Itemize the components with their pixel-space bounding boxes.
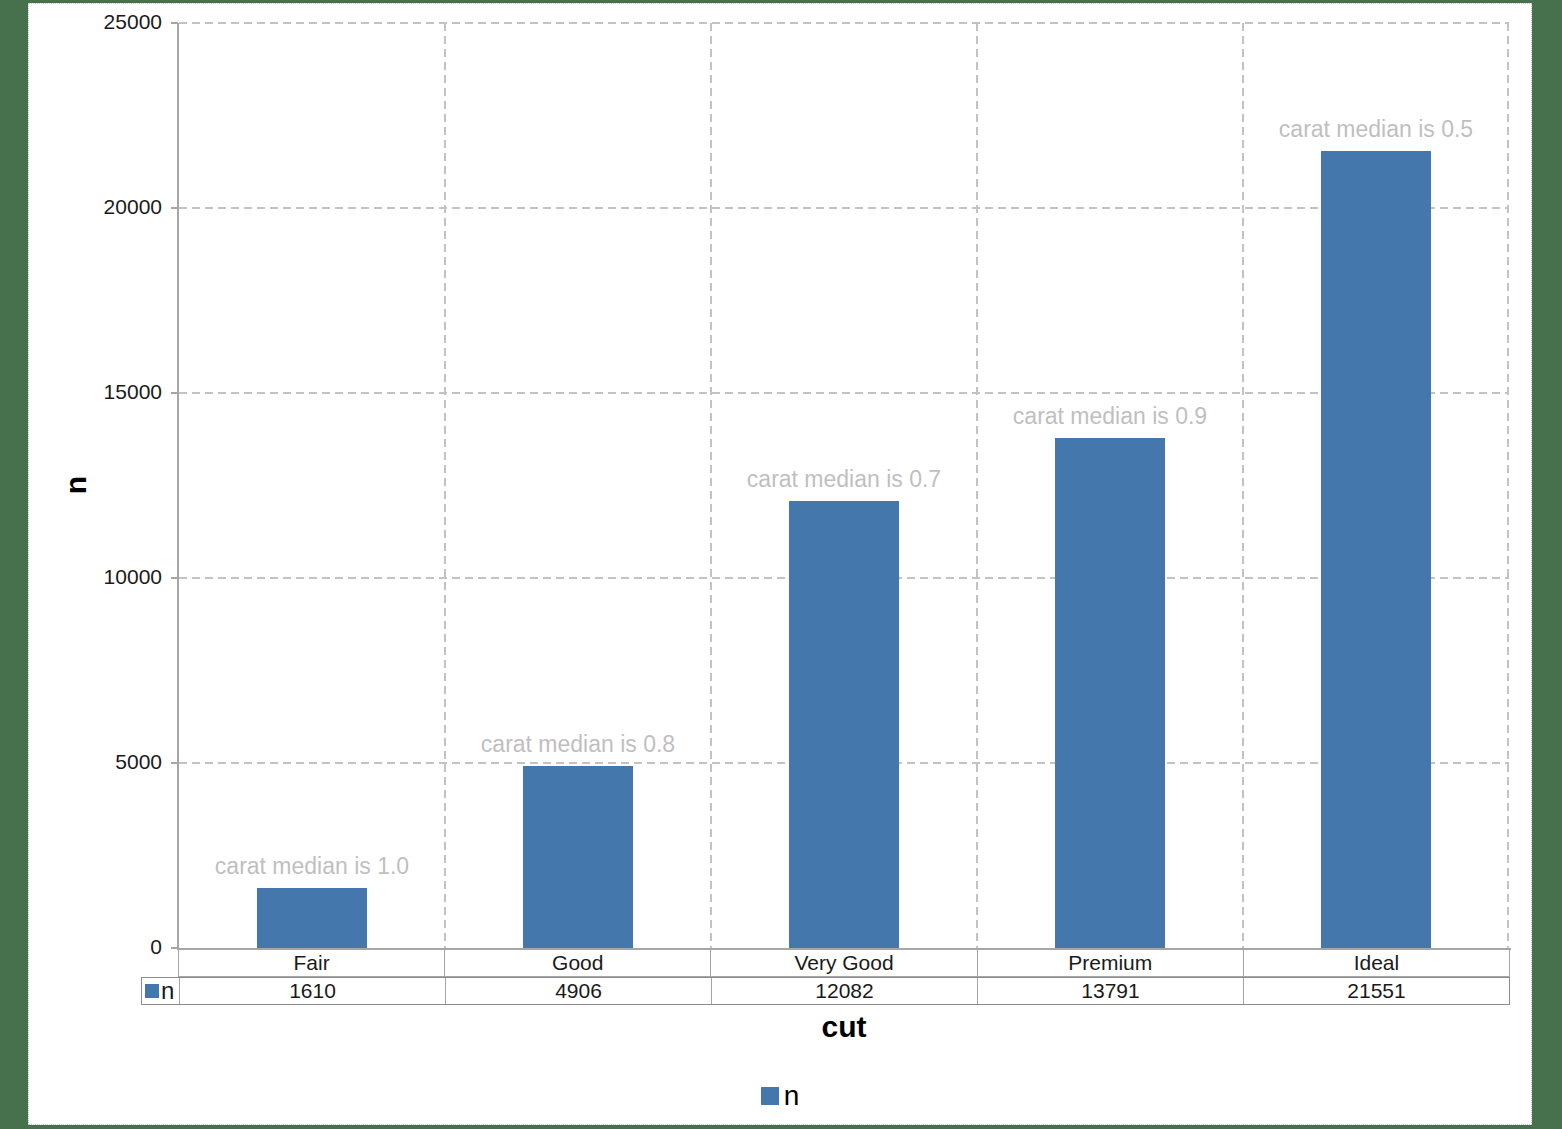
y-tick-label-25000: 25000 xyxy=(29,10,162,34)
bar-annotation: carat median is 0.9 xyxy=(1013,403,1207,430)
bar-annotation: carat median is 0.5 xyxy=(1279,116,1473,143)
gridline-y-20000 xyxy=(179,207,1509,209)
series-key-label: n xyxy=(161,977,174,1005)
legend-swatch-icon xyxy=(761,1087,779,1105)
gridline-x-3 xyxy=(976,23,978,948)
y-tick-mark-0 xyxy=(171,947,178,949)
bar-annotation: carat median is 0.8 xyxy=(481,731,675,758)
table-category-cell: Ideal xyxy=(1243,950,1509,976)
bar-fair xyxy=(257,888,367,948)
y-tick-label-10000: 10000 xyxy=(29,565,162,589)
bar-annotation: carat median is 1.0 xyxy=(215,853,409,880)
y-tick-mark-15000 xyxy=(171,392,178,394)
gridline-x-1 xyxy=(444,23,446,948)
table-category-cell: Good xyxy=(444,950,710,976)
y-tick-mark-10000 xyxy=(171,577,178,579)
y-tick-mark-20000 xyxy=(171,207,178,209)
legend-label: n xyxy=(784,1080,800,1112)
y-tick-label-0: 0 xyxy=(29,935,162,959)
bar-annotation: carat median is 0.7 xyxy=(747,466,941,493)
gridline-x-5 xyxy=(1507,23,1509,948)
chart-sheet: n carat median is 1.0 carat median is 0.8… xyxy=(28,3,1532,1125)
legend: n xyxy=(29,1080,1531,1112)
gridline-x-2 xyxy=(710,23,712,948)
bar-good xyxy=(523,766,633,948)
gridline-y-15000 xyxy=(179,392,1509,394)
y-axis-title: n xyxy=(59,476,93,494)
table-key-cell: n xyxy=(142,978,179,1004)
y-tick-label-20000: 20000 xyxy=(29,195,162,219)
series-key-swatch-icon xyxy=(145,984,159,998)
x-axis-title: cut xyxy=(179,1010,1509,1044)
table-category-row: FairGoodVery GoodPremiumIdeal xyxy=(178,950,1510,977)
gridline-x-4 xyxy=(1242,23,1244,948)
table-value-cell: 4906 xyxy=(445,978,711,1004)
table-value-cell: 1610 xyxy=(179,978,445,1004)
plot-area: carat median is 1.0 carat median is 0.8 ca… xyxy=(179,23,1509,948)
table-value-cell: 21551 xyxy=(1243,978,1509,1004)
y-tick-label-15000: 15000 xyxy=(29,380,162,404)
bar-ideal xyxy=(1321,151,1431,948)
table-category-cell: Fair xyxy=(179,950,444,976)
table-value-cell: 13791 xyxy=(977,978,1243,1004)
y-tick-mark-5000 xyxy=(171,762,178,764)
table-value-row: n16104906120821379121551 xyxy=(141,977,1510,1005)
table-category-cell: Premium xyxy=(977,950,1243,976)
gridline-y-25000 xyxy=(179,22,1509,24)
bar-very-good xyxy=(789,501,899,948)
table-value-cell: 12082 xyxy=(711,978,977,1004)
y-tick-mark-25000 xyxy=(171,22,178,24)
bar-premium xyxy=(1055,438,1165,948)
y-tick-label-5000: 5000 xyxy=(29,750,162,774)
table-category-cell: Very Good xyxy=(710,950,976,976)
